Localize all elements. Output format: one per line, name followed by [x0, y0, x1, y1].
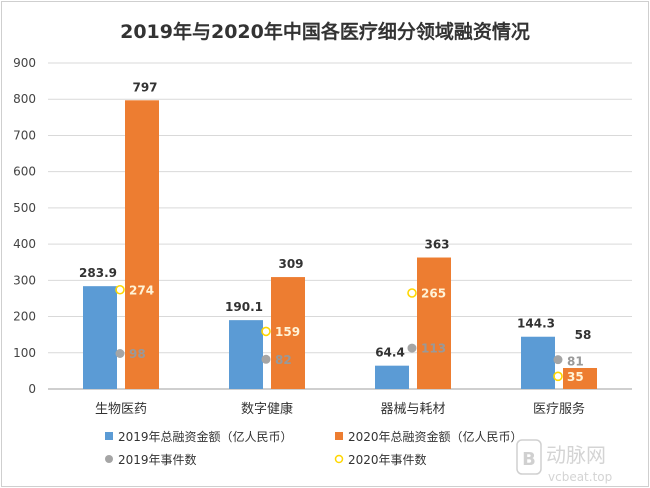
bar-2019-value-label: 144.3 [517, 317, 555, 331]
bar-2019 [83, 286, 117, 389]
x-category-label: 器械与耗材 [380, 402, 445, 417]
legend-swatch [334, 454, 344, 464]
event-2020-label: 35 [567, 370, 584, 384]
x-category-label: 数字健康 [241, 401, 293, 417]
y-tick-label: 100 [13, 346, 36, 360]
watermark-site: vcbeat.top [548, 470, 612, 484]
event-2019-label: 98 [129, 347, 146, 361]
legend-swatch [105, 455, 113, 463]
event-2020-marker [407, 288, 417, 298]
chart-title: 2019年与2020年中国各医疗细分领域融资情况 [120, 20, 530, 43]
watermark-logo-icon [516, 439, 542, 475]
bar-2020 [125, 100, 159, 389]
event-2019-label: 113 [421, 342, 446, 356]
bar-2020-value-label: 797 [132, 80, 157, 94]
event-2019-marker [115, 349, 125, 359]
bar-2019 [375, 365, 409, 389]
watermark-logo-text: 动脉网 [546, 443, 606, 467]
event-2020-label: 265 [421, 287, 446, 301]
event-2020-marker [261, 326, 271, 337]
y-tick-label: 300 [13, 273, 36, 287]
y-tick-label: 800 [13, 92, 36, 106]
y-tick-label: 200 [13, 310, 36, 324]
bar-2019-value-label: 190.1 [225, 300, 263, 314]
bar-2020 [417, 257, 451, 389]
bar-2020-value-label: 309 [278, 257, 303, 271]
event-2020-marker [553, 371, 563, 382]
y-tick-label: 900 [13, 56, 36, 70]
event-2019-marker [261, 354, 271, 364]
y-tick-label: 600 [13, 165, 36, 179]
y-tick-label: 400 [13, 237, 36, 251]
watermark-logo-glyph: B [522, 449, 536, 470]
bar-2020-value-label: 363 [424, 238, 449, 252]
bar-2020 [563, 367, 597, 389]
bar-2020 [271, 277, 305, 389]
y-tick-label: 0 [28, 382, 36, 396]
x-category-label: 生物医药 [95, 402, 147, 417]
event-2020-label: 159 [275, 325, 300, 339]
x-category-label: 医疗服务 [533, 401, 585, 417]
legend-label: 2019年事件数 [118, 452, 197, 467]
event-2020-marker [115, 284, 125, 295]
event-2019-label: 81 [567, 355, 584, 369]
bar-2020-value-label: 58 [575, 328, 592, 342]
bar-2019-value-label: 283.9 [79, 266, 117, 280]
legend-swatch [335, 432, 343, 440]
bar-2019 [521, 336, 555, 389]
y-tick-label: 500 [13, 201, 36, 215]
event-2019-marker [553, 355, 563, 365]
bar-2019 [229, 320, 263, 389]
event-2020-label: 274 [129, 283, 154, 297]
event-2019-marker [407, 343, 417, 353]
legend-label: 2019年总融资金额（亿人民币） [118, 429, 293, 444]
y-tick-label: 700 [13, 128, 36, 142]
legend-label: 2020年事件数 [348, 452, 427, 467]
event-2019-label: 82 [275, 353, 292, 367]
legend-label: 2020年总融资金额（亿人民币） [348, 429, 523, 444]
bar-2019-value-label: 64.4 [375, 346, 405, 360]
legend-swatch [105, 432, 113, 440]
